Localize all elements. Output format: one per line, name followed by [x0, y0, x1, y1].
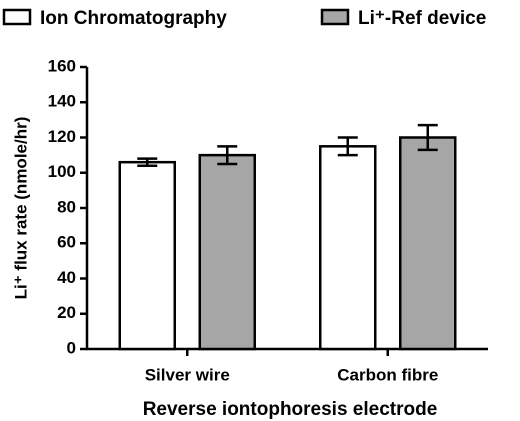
y-tick-label: 80 [57, 197, 76, 216]
x-tick-label: Carbon fibre [337, 365, 438, 384]
legend-swatch [320, 8, 350, 26]
y-tick-label: 100 [48, 162, 76, 181]
bar [118, 160, 176, 351]
y-tick-label: 120 [48, 127, 76, 146]
x-tick-label: Silver wire [145, 365, 230, 384]
y-tick-label: 140 [48, 92, 76, 111]
error-bar [137, 157, 158, 167]
y-tick-label: 0 [67, 338, 76, 357]
bar [399, 136, 457, 351]
bar [319, 145, 377, 351]
error-bar [417, 123, 438, 152]
bar [198, 153, 256, 351]
legend-label: Ion Chromatography [40, 8, 227, 29]
y-tick-label: 160 [48, 56, 76, 75]
y-axis-title: Li⁺ flux rate (nmole/hr) [11, 117, 30, 300]
y-tick-label: 60 [57, 233, 76, 252]
y-tick-label: 20 [57, 303, 76, 322]
legend-swatch [2, 8, 32, 26]
y-tick-label: 40 [57, 268, 76, 287]
error-bar [337, 136, 358, 157]
legend-label: Li⁺-Ref device [358, 8, 486, 29]
error-bar [217, 145, 238, 166]
x-axis-title: Reverse iontophoresis electrode [143, 399, 438, 420]
